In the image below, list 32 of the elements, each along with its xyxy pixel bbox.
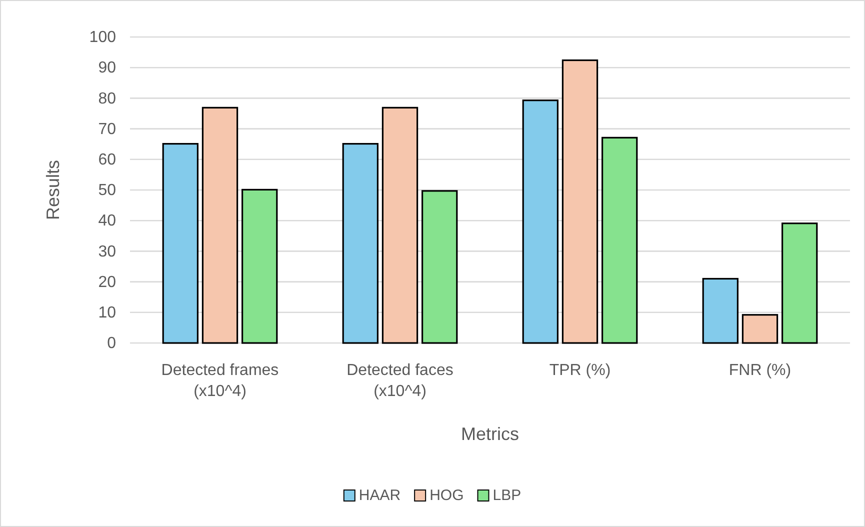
legend-label: HOG bbox=[430, 487, 464, 504]
y-tick-label: 70 bbox=[98, 120, 116, 138]
x-tick-label: Detected frames (x10^4) bbox=[161, 362, 279, 400]
y-tick-label: 0 bbox=[107, 335, 116, 352]
bar bbox=[602, 136, 638, 344]
bar bbox=[242, 188, 278, 344]
y-tick-label: 100 bbox=[89, 29, 116, 46]
y-tick-label: 60 bbox=[98, 152, 116, 169]
y-tick-label: 10 bbox=[98, 304, 116, 322]
bar bbox=[742, 314, 778, 344]
y-tick-label: 20 bbox=[98, 274, 116, 291]
x-tick-label: TPR (%) bbox=[549, 362, 611, 379]
y-tick-label: 50 bbox=[98, 182, 116, 200]
x-tick-label: Detected faces (x10^4) bbox=[346, 362, 454, 400]
legend-label: HAAR bbox=[358, 487, 401, 504]
y-tick-label: 40 bbox=[98, 212, 116, 230]
bar bbox=[342, 142, 378, 344]
y-axis-title: Results bbox=[43, 160, 63, 220]
y-tick-label: 80 bbox=[98, 90, 116, 108]
x-axis-title: Metrics bbox=[461, 424, 519, 444]
bar bbox=[782, 222, 818, 344]
y-tick-label: 90 bbox=[98, 60, 116, 77]
bar bbox=[562, 59, 598, 344]
y-tick-label: 30 bbox=[98, 243, 116, 260]
x-tick-label: FNR (%) bbox=[728, 362, 792, 379]
bar bbox=[382, 106, 418, 344]
bar bbox=[162, 142, 198, 344]
bar bbox=[422, 190, 458, 344]
bar bbox=[702, 278, 738, 344]
bar bbox=[202, 106, 238, 344]
legend-label: LBP bbox=[492, 487, 522, 504]
bar bbox=[522, 100, 558, 344]
